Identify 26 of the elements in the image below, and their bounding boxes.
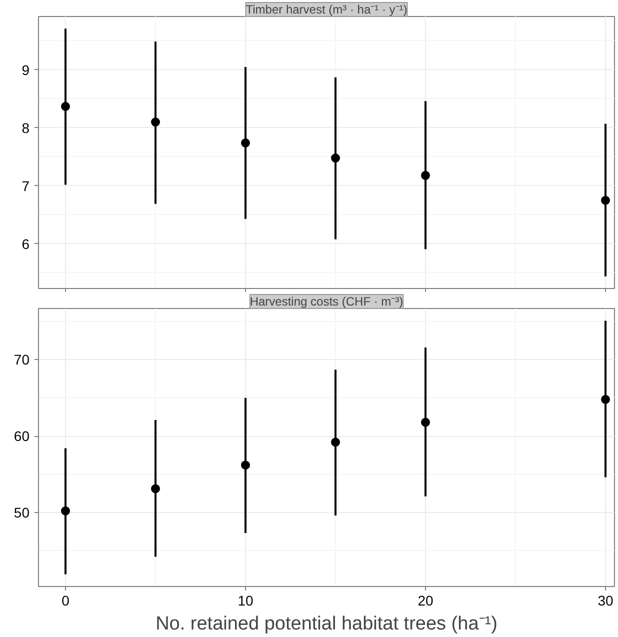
y-tick-label: 8	[22, 120, 30, 136]
x-tick-label: 20	[418, 592, 434, 608]
point	[421, 170, 430, 180]
y-tick-label: 9	[22, 62, 30, 78]
point	[331, 438, 340, 447]
chart-title: Harvesting costs (CHF · m⁻³)	[250, 294, 404, 308]
point	[61, 102, 70, 111]
point	[601, 394, 610, 404]
y-tick-label: 50	[14, 504, 30, 520]
point	[61, 506, 70, 516]
x-tick-label: 0	[62, 592, 70, 608]
y-tick-label: 6	[22, 236, 30, 252]
point	[241, 138, 250, 148]
point	[241, 460, 250, 470]
x-tick-label: 10	[238, 592, 254, 608]
y-tick-label: 70	[14, 352, 30, 368]
point	[151, 118, 160, 127]
x-axis-title: No. retained potential habitat trees (ha⁻¹)	[156, 614, 498, 634]
y-tick-label: 60	[14, 428, 30, 444]
point	[601, 196, 610, 205]
y-tick-label: 7	[22, 178, 30, 194]
x-tick-label: 30	[598, 592, 614, 608]
point	[151, 484, 160, 494]
point	[421, 418, 430, 427]
point	[331, 154, 340, 162]
chart-title: Timber harvest (m³ · ha⁻¹ · y⁻¹)	[246, 2, 408, 16]
